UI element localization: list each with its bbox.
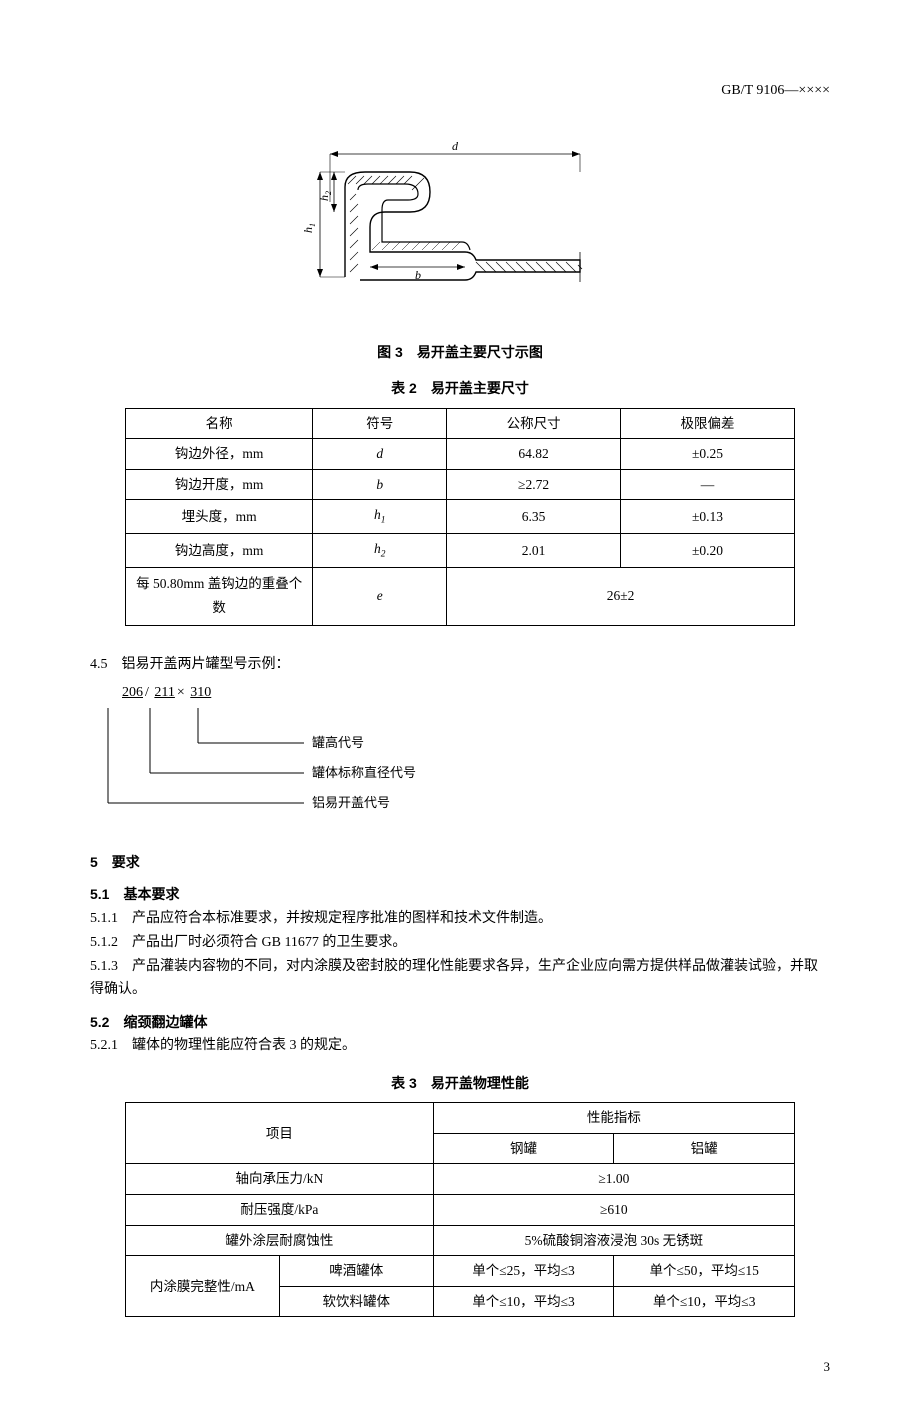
legend-item: 罐体标称直径代号	[312, 765, 416, 780]
table-3-caption: 表 3 易开盖物理性能	[90, 1072, 830, 1094]
section-5-title: 5 要求	[90, 851, 830, 873]
cell: ±0.13	[621, 500, 795, 534]
dim-d-label: d	[452, 142, 459, 153]
cell: 2.01	[447, 534, 621, 568]
clause-5-1-2: 5.1.2 产品出厂时必须符合 GB 11677 的卫生要求。	[90, 932, 830, 954]
cell: 埋头度，mm	[126, 500, 313, 534]
cell: 罐外涂层耐腐蚀性	[126, 1225, 434, 1256]
cell: 64.82	[447, 439, 621, 470]
table-row: 每 50.80mm 盖钩边的重叠个数 e 26±2	[126, 567, 795, 625]
cell: 钩边开度，mm	[126, 469, 313, 500]
clause-number: 4.5	[90, 657, 108, 672]
figure-3-caption: 图 3 易开盖主要尺寸示图	[90, 341, 830, 363]
svg-text:h2: h2	[317, 191, 333, 201]
section-5-1-title: 5.1 基本要求	[90, 883, 830, 905]
cell: 轴向承压力/kN	[126, 1164, 434, 1195]
cell: e	[313, 567, 447, 625]
th-name: 名称	[126, 408, 313, 439]
cell: ±0.25	[621, 439, 795, 470]
table-row: 项目 性能指标	[126, 1103, 795, 1134]
svg-text:h1: h1	[301, 223, 317, 233]
cell: 钩边外径，mm	[126, 439, 313, 470]
th-steel: 钢罐	[433, 1133, 614, 1164]
clause-5-2-1: 5.2.1 罐体的物理性能应符合表 3 的规定。	[90, 1035, 830, 1057]
cell: h2	[313, 534, 447, 568]
clause-text: 铝易开盖两片罐型号示例：	[122, 657, 290, 672]
table-row: 名称 符号 公称尺寸 极限偏差	[126, 408, 795, 439]
section-4-5: 4.5 铝易开盖两片罐型号示例：	[90, 654, 830, 676]
table-2: 名称 符号 公称尺寸 极限偏差 钩边外径，mm d 64.82 ±0.25 钩边…	[125, 408, 795, 626]
cell: 单个≤50，平均≤15	[614, 1256, 795, 1287]
th-nominal: 公称尺寸	[447, 408, 621, 439]
figure-3: d	[90, 142, 830, 310]
model-example: 206/ 211× 310 罐高代号 罐体标称直径代号 铝易开盖代号	[120, 682, 830, 827]
cell: ±0.20	[621, 534, 795, 568]
table-row: 耐压强度/kPa ≥610	[126, 1195, 795, 1226]
cell: b	[313, 469, 447, 500]
dim-b-label: b	[415, 268, 421, 282]
cell: 6.35	[447, 500, 621, 534]
cell: 每 50.80mm 盖钩边的重叠个数	[126, 567, 313, 625]
th-perf: 性能指标	[433, 1103, 794, 1134]
clause-5-1-3: 5.1.3 产品灌装内容物的不同，对内涂膜及密封胶的理化性能要求各异，生产企业应…	[90, 956, 830, 1001]
cell: 内涂膜完整性/mA	[126, 1256, 280, 1317]
th-alu: 铝罐	[614, 1133, 795, 1164]
table-row: 钩边高度，mm h2 2.01 ±0.20	[126, 534, 795, 568]
cell: ≥2.72	[447, 469, 621, 500]
cell: h1	[313, 500, 447, 534]
doc-header-code: GB/T 9106—××××	[90, 80, 830, 102]
cell: 26±2	[447, 567, 795, 625]
table-row: 内涂膜完整性/mA 啤酒罐体 单个≤25，平均≤3 单个≤50，平均≤15	[126, 1256, 795, 1287]
cell: 单个≤25，平均≤3	[433, 1256, 614, 1287]
model-code: 206/ 211× 310	[120, 682, 830, 704]
cell: ≥1.00	[433, 1164, 794, 1195]
table-row: 埋头度，mm h1 6.35 ±0.13	[126, 500, 795, 534]
model-legend-diagram: 罐高代号 罐体标称直径代号 铝易开盖代号	[94, 708, 514, 818]
th-tol: 极限偏差	[621, 408, 795, 439]
th-item: 项目	[126, 1103, 434, 1164]
page-number: 3	[90, 1357, 830, 1378]
cell: 5%硫酸铜溶液浸泡 30s 无锈斑	[433, 1225, 794, 1256]
cell: 钩边高度，mm	[126, 534, 313, 568]
table-row: 钩边外径，mm d 64.82 ±0.25	[126, 439, 795, 470]
table-row: 轴向承压力/kN ≥1.00	[126, 1164, 795, 1195]
table-row: 钩边开度，mm b ≥2.72 —	[126, 469, 795, 500]
table-row: 罐外涂层耐腐蚀性 5%硫酸铜溶液浸泡 30s 无锈斑	[126, 1225, 795, 1256]
cell: 啤酒罐体	[279, 1256, 433, 1287]
cell: —	[621, 469, 795, 500]
th-sym: 符号	[313, 408, 447, 439]
lid-dimension-diagram: d	[290, 142, 630, 302]
table-2-caption: 表 2 易开盖主要尺寸	[90, 377, 830, 399]
cell: 耐压强度/kPa	[126, 1195, 434, 1226]
legend-item: 罐高代号	[312, 735, 364, 750]
clause-5-1-1: 5.1.1 产品应符合本标准要求，并按规定程序批准的图样和技术文件制造。	[90, 908, 830, 930]
cell: ≥610	[433, 1195, 794, 1226]
table-3: 项目 性能指标 钢罐 铝罐 轴向承压力/kN ≥1.00 耐压强度/kPa ≥6…	[125, 1102, 795, 1317]
legend-item: 铝易开盖代号	[312, 795, 390, 810]
cell: d	[313, 439, 447, 470]
section-5-2-title: 5.2 缩颈翻边罐体	[90, 1011, 830, 1033]
